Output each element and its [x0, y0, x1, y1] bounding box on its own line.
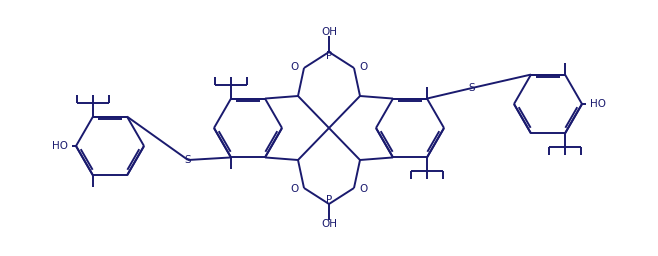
Text: HO: HO: [52, 141, 68, 151]
Text: OH: OH: [321, 27, 337, 37]
Text: S: S: [185, 155, 191, 165]
Text: O: O: [291, 184, 299, 194]
Text: HO: HO: [590, 99, 606, 109]
Text: P: P: [326, 195, 332, 205]
Text: O: O: [359, 184, 367, 194]
Text: OH: OH: [321, 219, 337, 229]
Text: O: O: [291, 62, 299, 72]
Text: O: O: [359, 62, 367, 72]
Text: S: S: [468, 83, 475, 93]
Text: P: P: [326, 51, 332, 61]
